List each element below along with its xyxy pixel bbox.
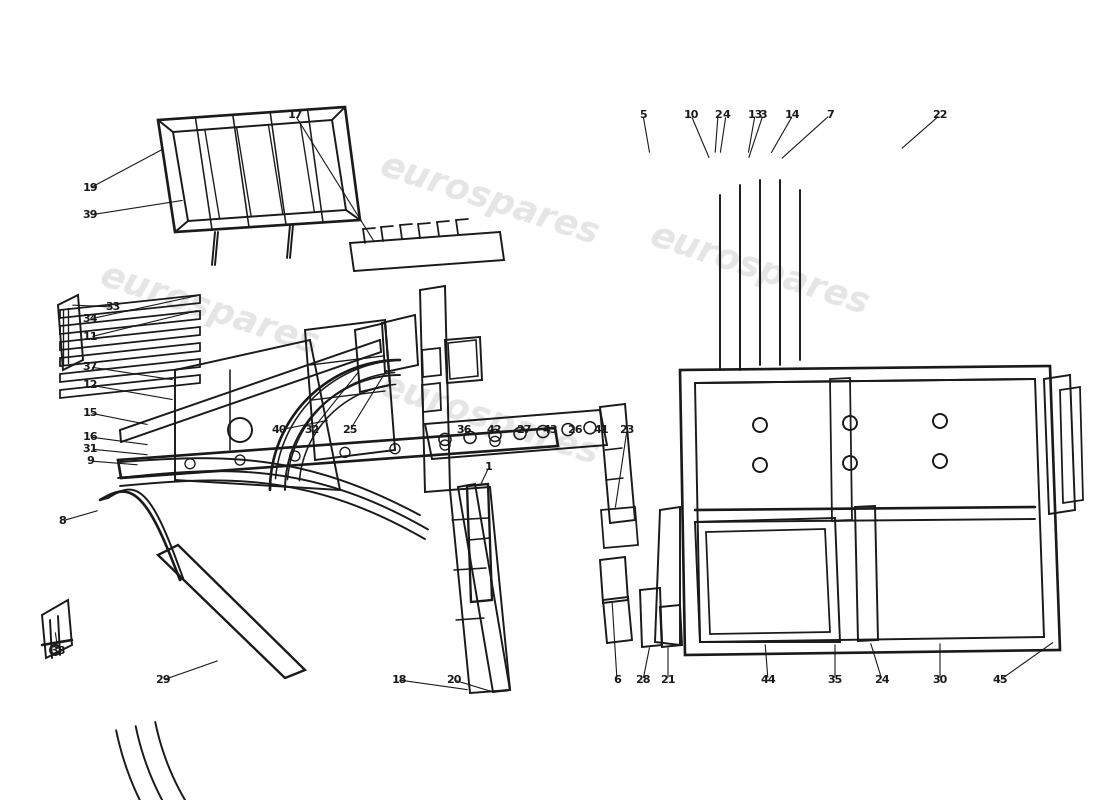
Text: 45: 45 [992, 675, 1008, 685]
Text: 42: 42 [486, 425, 502, 435]
Text: 34: 34 [82, 314, 98, 324]
Text: 11: 11 [82, 332, 98, 342]
Text: 38: 38 [51, 646, 66, 656]
Text: 41: 41 [593, 425, 608, 435]
Text: 30: 30 [933, 675, 947, 685]
Text: 20: 20 [447, 675, 462, 685]
Text: 13: 13 [747, 110, 762, 120]
Text: eurospares: eurospares [376, 369, 604, 471]
Text: 22: 22 [933, 110, 948, 120]
Text: eurospares: eurospares [646, 218, 874, 322]
Text: 21: 21 [660, 675, 675, 685]
Text: 10: 10 [683, 110, 698, 120]
Text: 36: 36 [456, 425, 472, 435]
Text: 31: 31 [82, 444, 98, 454]
Text: 3: 3 [759, 110, 767, 120]
Text: eurospares: eurospares [376, 149, 604, 251]
Text: 15: 15 [82, 408, 98, 418]
Text: 12: 12 [82, 380, 98, 390]
Text: 1: 1 [485, 462, 493, 472]
Text: 23: 23 [619, 425, 635, 435]
Text: 37: 37 [82, 362, 98, 372]
Text: eurospares: eurospares [96, 258, 324, 362]
Text: 17: 17 [287, 110, 303, 120]
Text: 39: 39 [82, 210, 98, 220]
Text: 19: 19 [82, 183, 98, 193]
Text: 28: 28 [636, 675, 651, 685]
Text: 35: 35 [827, 675, 843, 685]
Text: 33: 33 [106, 302, 121, 312]
Text: 26: 26 [568, 425, 583, 435]
Text: 4: 4 [722, 110, 730, 120]
Text: 29: 29 [155, 675, 170, 685]
Text: 9: 9 [86, 456, 94, 466]
Text: 25: 25 [342, 425, 358, 435]
Text: 16: 16 [82, 432, 98, 442]
Text: 24: 24 [874, 675, 890, 685]
Text: 2: 2 [714, 110, 722, 120]
Text: 32: 32 [305, 425, 320, 435]
Text: 7: 7 [826, 110, 834, 120]
Text: 8: 8 [58, 516, 66, 526]
Text: 6: 6 [613, 675, 620, 685]
Text: 40: 40 [272, 425, 287, 435]
Text: 5: 5 [639, 110, 647, 120]
Text: 43: 43 [542, 425, 558, 435]
Text: 14: 14 [785, 110, 801, 120]
Text: 27: 27 [516, 425, 531, 435]
Text: 18: 18 [392, 675, 407, 685]
Text: 44: 44 [760, 675, 775, 685]
